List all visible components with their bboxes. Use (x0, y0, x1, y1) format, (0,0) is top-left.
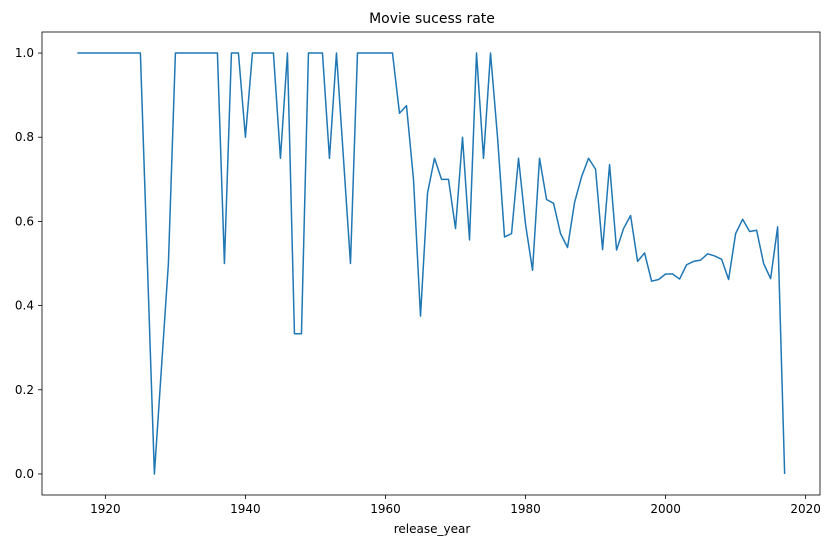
x-tick-label: 1920 (90, 502, 121, 516)
y-tick-label: 0.0 (15, 467, 34, 481)
y-axis: 0.0 0.2 0.4 0.6 0.8 1.0 (15, 46, 42, 481)
x-tick-label: 1960 (370, 502, 401, 516)
y-tick-label: 0.4 (15, 299, 34, 313)
y-tick-label: 0.2 (15, 383, 34, 397)
x-tick-label: 1980 (510, 502, 541, 516)
x-tick-label: 2000 (650, 502, 681, 516)
plot-frame (41, 31, 821, 496)
x-axis: 1920 1940 1960 1980 2000 2020 (90, 495, 821, 516)
x-tick-label: 2020 (790, 502, 821, 516)
x-axis-label: release_year (394, 522, 471, 536)
x-tick-label: 1940 (230, 502, 261, 516)
y-tick-label: 1.0 (15, 46, 34, 60)
series-line (77, 52, 786, 475)
y-tick-label: 0.8 (15, 130, 34, 144)
y-tick-label: 0.6 (15, 214, 34, 228)
chart-title: Movie sucess rate (369, 11, 495, 27)
